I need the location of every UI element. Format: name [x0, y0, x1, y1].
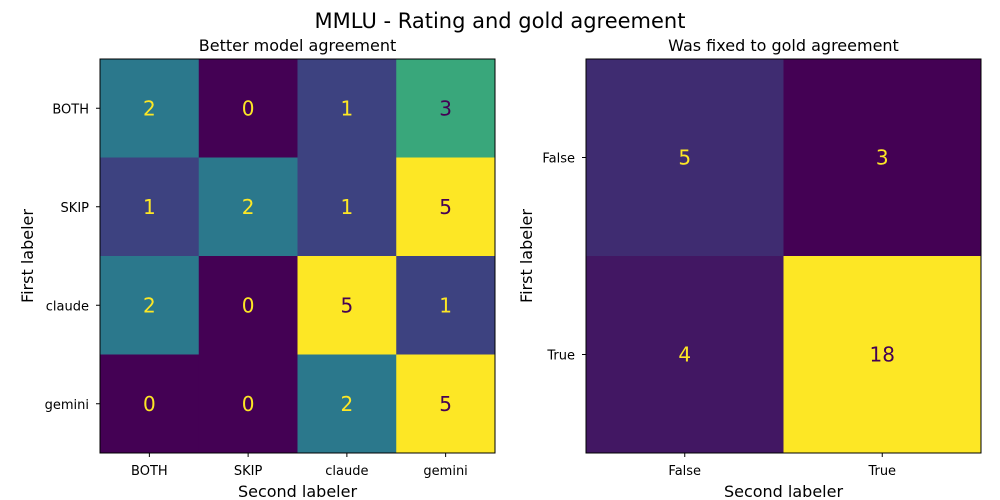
cell-value-label: 2 [143, 293, 156, 317]
heatmap-cell [198, 157, 298, 257]
heatmap-cell [396, 256, 496, 355]
heatmap-cell [783, 256, 982, 454]
x-tick-label: BOTH [131, 464, 168, 479]
cell-value-label: 1 [341, 195, 354, 219]
cell-value-label: 5 [439, 195, 452, 219]
cell-value-label: 2 [341, 392, 354, 416]
heatmap-cell [198, 59, 298, 158]
cell-value-label: 3 [439, 96, 452, 120]
heatmap-cell [100, 157, 200, 257]
y-tick-label: claude [46, 299, 89, 314]
panel-title: Better model agreement [199, 36, 397, 55]
cell-value-label: 3 [876, 146, 889, 170]
cell-value-label: 2 [242, 195, 255, 219]
cell-value-label: 1 [341, 96, 354, 120]
figure-title: MMLU - Rating and gold agreement [315, 9, 686, 33]
cell-value-label: 0 [143, 392, 156, 416]
x-tick-label: True [867, 464, 896, 479]
heatmap-cell [100, 59, 200, 158]
x-tick-label: gemini [423, 464, 467, 479]
heatmap-cell [198, 354, 298, 454]
panel-title: Was fixed to gold agreement [668, 36, 899, 55]
y-tick-label: False [542, 152, 575, 167]
heatmap-better-model-agreement: Better model agreement 2 0 1 31 2 1 52 0 5 10 0 2 5 … [18, 36, 496, 500]
x-axis-label: Second labeler [238, 482, 358, 500]
cell-value-label: 5 [439, 392, 452, 416]
y-axis-label: First labeler [18, 209, 37, 303]
heatmap-cell [396, 354, 496, 454]
cell-value-label: 18 [870, 343, 895, 367]
y-tick-label: BOTH [52, 102, 89, 117]
cell-value-label: 4 [678, 343, 691, 367]
cell-value-label: 5 [341, 293, 354, 317]
heatmap-cell [100, 354, 200, 454]
heatmap-cell [586, 59, 784, 257]
cell-value-label: 1 [143, 195, 156, 219]
cell-value-label: 0 [242, 96, 255, 120]
cell-value-label: 2 [143, 96, 156, 120]
x-axis-label: Second labeler [724, 482, 844, 500]
heatmap-cell [297, 354, 397, 454]
axes-frame [99, 58, 496, 454]
cell-value-label: 1 [439, 293, 452, 317]
heatmap-was-fixed-to-gold-agreement: Was fixed to gold agreement 5 3 4 18 False T… [517, 36, 982, 500]
axes-frame [585, 58, 982, 454]
cell-value-label: 0 [242, 293, 255, 317]
heatmap-cell [783, 59, 982, 257]
heatmap-cell [396, 59, 496, 158]
heatmap-cell [297, 59, 397, 158]
y-tick-label: SKIP [61, 201, 90, 216]
cell-value-label: 5 [678, 146, 691, 170]
y-tick-label: True [546, 349, 575, 364]
y-tick-label: gemini [45, 398, 89, 413]
heatmap-cell [396, 157, 496, 257]
cell-value-label: 0 [242, 392, 255, 416]
heatmap-cell [297, 157, 397, 257]
x-tick-label: claude [325, 464, 368, 479]
x-tick-label: False [668, 464, 701, 479]
x-tick-label: SKIP [234, 464, 263, 479]
heatmap-cell [297, 256, 397, 355]
heatmap-cell [586, 256, 784, 454]
heatmap-cell [100, 256, 200, 355]
heatmap-cell [198, 256, 298, 355]
y-axis-label: First labeler [517, 209, 536, 303]
